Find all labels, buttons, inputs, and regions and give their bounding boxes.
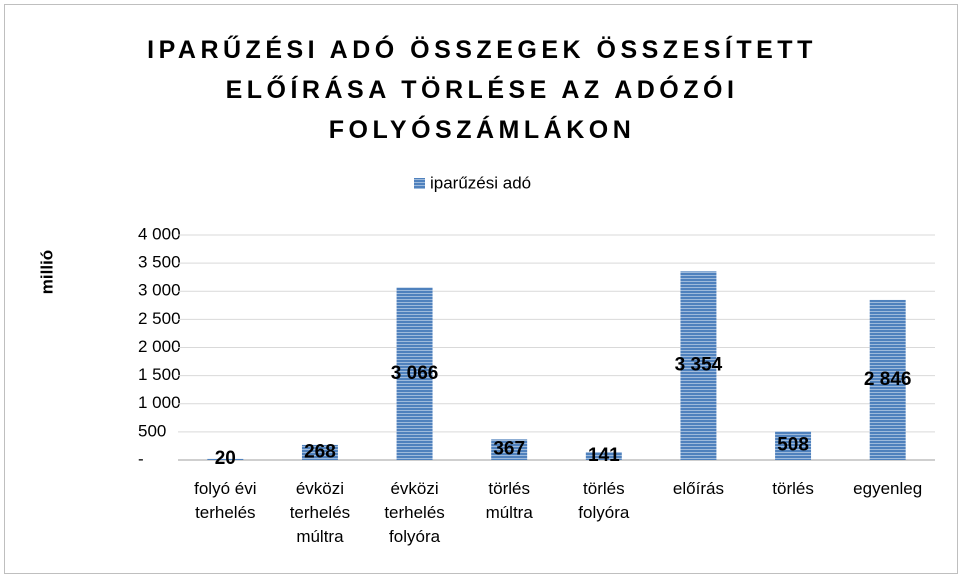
bar <box>301 444 338 460</box>
data-label: 508 <box>777 435 809 456</box>
y-tick-label: 3 500 <box>138 253 181 272</box>
y-axis-label: millió <box>37 250 56 294</box>
y-tick-label: 3 000 <box>138 281 181 300</box>
bar <box>207 458 244 460</box>
data-label: 268 <box>304 441 336 462</box>
bar <box>869 299 906 460</box>
data-label: 3 066 <box>391 363 439 384</box>
y-tick-label: 1 500 <box>138 365 181 384</box>
bar <box>491 439 528 460</box>
x-tick-label: törlés <box>772 479 814 498</box>
y-tick-label: 2 000 <box>138 337 181 356</box>
data-label: 2 846 <box>864 369 912 390</box>
y-tick-label: 2 500 <box>138 309 181 328</box>
bar <box>680 271 717 460</box>
data-label: 367 <box>493 439 525 460</box>
legend-label: iparűzési adó <box>430 173 531 192</box>
bar <box>396 287 433 460</box>
data-label: 141 <box>588 445 620 466</box>
chart-title: IPARŰZÉSI ADÓ ÖSSZEGEK ÖSSZESÍTETT ELŐÍR… <box>147 36 817 144</box>
x-tick-label: törlés múltra <box>485 479 533 522</box>
x-tick-label: folyó évi terhelés <box>194 479 257 522</box>
y-tick-label: 4 000 <box>138 224 181 243</box>
legend-swatch <box>414 178 425 189</box>
x-tick-label: törlés folyóra <box>578 479 630 522</box>
data-label: 3 354 <box>675 355 723 376</box>
y-tick-label: 1 000 <box>138 393 181 412</box>
chart-border <box>4 4 958 574</box>
bar <box>775 431 812 460</box>
x-tick-label: évközi terhelés folyóra <box>384 479 445 546</box>
y-tick-label: - <box>138 449 144 468</box>
x-tick-label: évközi terhelés múltra <box>289 479 351 546</box>
x-tick-label: előírás <box>672 479 724 498</box>
y-tick-label: 500 <box>138 421 166 440</box>
x-tick-label: egyenleg <box>853 479 923 498</box>
data-label: 20 <box>215 448 236 469</box>
bar <box>585 452 622 460</box>
